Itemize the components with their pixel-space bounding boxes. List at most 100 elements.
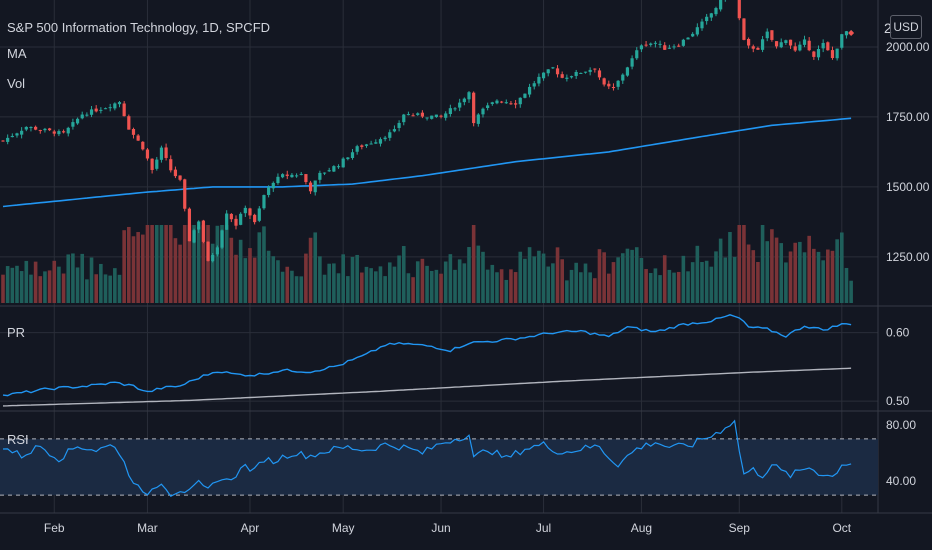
- candle-body: [159, 147, 164, 160]
- volume-bar: [318, 256, 322, 303]
- candle-body: [509, 103, 513, 105]
- candle-body: [462, 98, 466, 103]
- volume-bar: [821, 260, 825, 303]
- volume-bar: [224, 225, 229, 303]
- candle-body: [248, 208, 252, 216]
- volume-bar: [798, 241, 802, 303]
- volume-bar: [24, 260, 29, 303]
- volume-bar: [420, 258, 425, 303]
- moving-average-line: [2, 117, 852, 208]
- candle-body: [784, 40, 788, 44]
- candle-body: [551, 67, 555, 69]
- candle-body: [201, 220, 205, 242]
- volume-bar: [616, 257, 620, 303]
- candle-body: [672, 46, 676, 48]
- candle-body: [145, 149, 150, 159]
- volume-bar: [667, 269, 672, 303]
- candle-body: [770, 30, 774, 40]
- candle-body: [514, 103, 518, 105]
- y-tick-label: 0.60: [886, 326, 910, 340]
- y-tick-label: 40.00: [886, 474, 916, 488]
- candle-body: [322, 172, 327, 174]
- candle-body: [774, 41, 779, 47]
- volume-bar: [141, 234, 145, 303]
- volume-bar: [19, 271, 24, 303]
- candle-body: [495, 100, 499, 104]
- chart-title[interactable]: S&P 500 Information Technology, 1D, SPCF…: [7, 20, 271, 35]
- volume-bar: [471, 225, 476, 303]
- volume-bar: [360, 272, 364, 303]
- volume-bar: [812, 248, 816, 303]
- candle-body: [527, 86, 532, 95]
- candle-body: [169, 159, 173, 171]
- price-axis-partial-label: 2: [884, 20, 892, 36]
- candle-body: [555, 68, 560, 75]
- candle-body: [700, 21, 704, 29]
- candle-body: [583, 71, 588, 73]
- volume-bar: [597, 249, 602, 303]
- rsi-line: [2, 419, 852, 497]
- volume-bar: [560, 259, 564, 303]
- candle-body: [75, 118, 80, 124]
- volume-bar: [290, 270, 294, 303]
- candle-body: [183, 179, 187, 209]
- volume-bar: [639, 257, 644, 303]
- candle-body: [155, 159, 159, 169]
- volume-bar: [108, 275, 112, 303]
- ma-legend[interactable]: MA: [7, 46, 27, 61]
- candle-body: [267, 187, 271, 195]
- volume-bar: [350, 256, 355, 303]
- candle-body: [649, 43, 653, 45]
- volume-bar: [658, 275, 662, 303]
- vol-legend[interactable]: Vol: [7, 76, 26, 91]
- currency-button[interactable]: USD: [890, 15, 922, 39]
- y-tick-label: 1750.00: [886, 110, 930, 124]
- candle-body: [486, 105, 490, 109]
- volume-bar: [192, 225, 196, 303]
- candle-body: [816, 49, 821, 58]
- x-tick-label: Apr: [241, 521, 260, 535]
- volume-bar: [830, 250, 835, 303]
- candle-body: [709, 13, 713, 18]
- candle-body: [369, 143, 373, 145]
- x-tick-label: Jul: [536, 521, 551, 535]
- rsi-legend[interactable]: RSI: [7, 432, 29, 447]
- volume-bar: [756, 261, 760, 303]
- volume-bar: [742, 225, 746, 303]
- volume-bar: [728, 232, 732, 303]
- y-tick-label: 1250.00: [886, 250, 930, 264]
- volume-bar: [653, 268, 658, 303]
- candle-body: [234, 218, 238, 226]
- x-tick-label: Mar: [137, 521, 158, 535]
- pr-legend[interactable]: PR: [7, 325, 26, 340]
- candle-body: [38, 130, 42, 132]
- candle-body: [714, 8, 718, 15]
- candle-body: [397, 122, 401, 128]
- volume-bar: [38, 276, 43, 303]
- volume-bar: [145, 225, 150, 303]
- candle-body: [336, 166, 341, 168]
- volume-bar: [485, 269, 490, 303]
- candle-body: [197, 221, 201, 230]
- candle-body: [388, 132, 392, 138]
- candle-body: [327, 170, 331, 172]
- volume-bar: [131, 236, 136, 303]
- candle-body: [565, 77, 569, 79]
- volume-bar: [215, 225, 220, 303]
- candle-body: [253, 214, 257, 223]
- candle-body: [164, 147, 168, 158]
- candle-body: [406, 114, 411, 116]
- volume-bar: [262, 226, 266, 303]
- volume-bar: [308, 237, 313, 303]
- volume-bar: [704, 260, 709, 303]
- candle-body: [779, 42, 783, 48]
- candle-body: [537, 76, 541, 84]
- volume-bar: [252, 257, 257, 303]
- volume-bar: [709, 266, 714, 303]
- candle-body: [94, 108, 98, 112]
- candle-body: [24, 126, 28, 130]
- candle-body: [136, 135, 140, 141]
- candle-body: [663, 45, 667, 50]
- volume-bar: [555, 247, 560, 303]
